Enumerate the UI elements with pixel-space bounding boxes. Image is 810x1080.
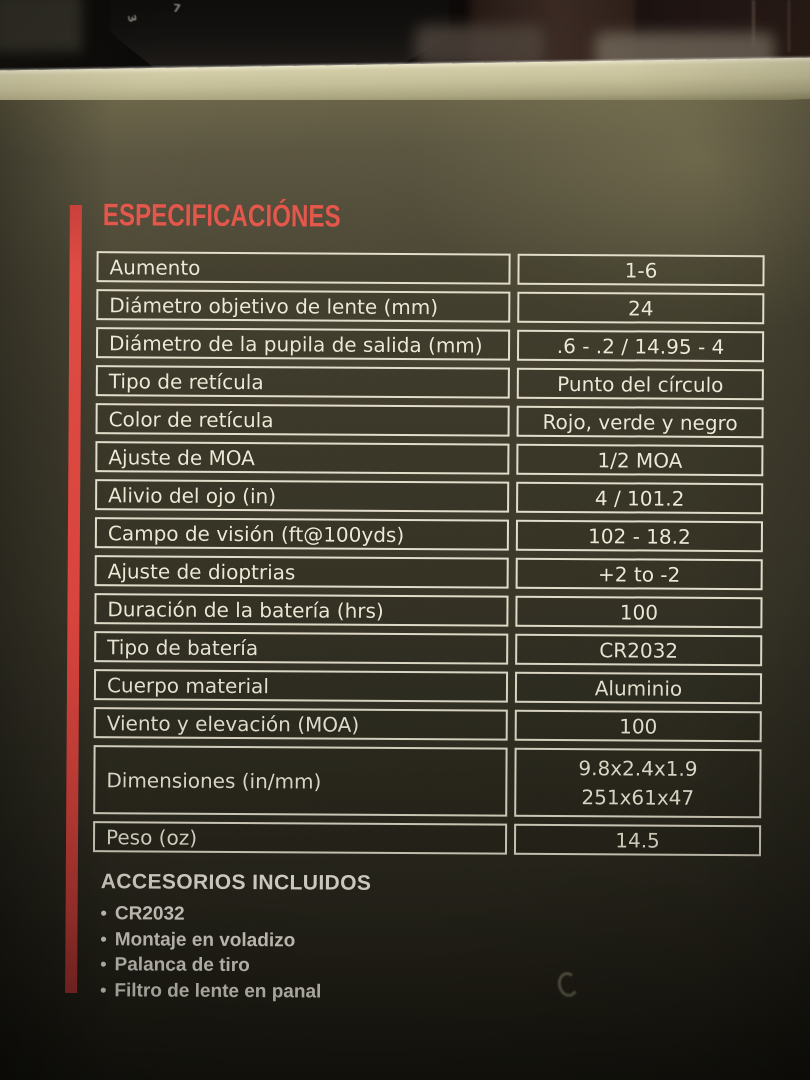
spec-value: Punto del círculo (516, 367, 764, 401)
table-row: Cuerpo material Aluminio (93, 669, 763, 705)
spec-label: Diámetro objetivo de lente (mm) (96, 289, 511, 323)
spec-value: 9.8x2.4x1.9 251x61x47 (514, 747, 762, 819)
accessory-item: • Palanca de tiro (100, 952, 371, 979)
spec-label: Peso (oz) (92, 821, 508, 855)
table-row: Ajuste de dioptrias +2 to -2 (94, 555, 763, 591)
red-accent-bar (65, 204, 82, 994)
table-row: Alivio del ojo (in) 4 / 101.2 (95, 479, 764, 515)
specifications-title: ESPECIFICACIÓNES (102, 197, 341, 234)
spec-label: Tipo de batería (94, 631, 509, 665)
table-row-dimensions: Dimensiones (in/mm) 9.8x2.4x1.9 251x61x4… (93, 745, 762, 819)
spec-label: Alivio del ojo (in) (95, 479, 510, 513)
spec-label: Tipo de retícula (95, 365, 510, 399)
bullet-icon: • (100, 903, 107, 924)
table-row: Viento y elevación (MOA) 100 (93, 707, 762, 743)
spec-value: Aluminio (514, 671, 763, 705)
spec-value: 102 - 18.2 (515, 519, 763, 553)
accessory-label: Palanca de tiro (114, 954, 250, 977)
spec-value: 100 (515, 595, 763, 629)
accessory-item: • Montaje en voladizo (100, 927, 371, 954)
spec-label: Color de retícula (95, 403, 510, 437)
dimensions-line-1: 9.8x2.4x1.9 (578, 756, 698, 781)
bullet-icon: • (100, 979, 107, 1000)
spec-label: Diámetro de la pupila de salida (mm) (95, 327, 511, 361)
spec-value: .6 - .2 / 14.95 - 4 (516, 329, 765, 363)
spec-value: 100 (514, 709, 762, 743)
accessories-section: ACCESORIOS INCLUIDOS • CR2032 • Montaje … (100, 870, 371, 1005)
spec-label: Duración de la batería (hrs) (94, 593, 509, 627)
spec-label: Campo de visión (ft@100yds) (94, 517, 510, 551)
spec-value: 14.5 (513, 823, 762, 857)
accessory-label: Filtro de lente en panal (114, 979, 322, 1003)
table-row: Campo de visión (ft@100yds) 102 - 18.2 (94, 517, 763, 553)
spec-label: Cuerpo material (93, 669, 509, 703)
bullet-icon: • (100, 928, 107, 949)
spec-label: Viento y elevación (MOA) (93, 707, 508, 741)
spec-label: Dimensiones (in/mm) (93, 745, 508, 817)
spec-value: 24 (517, 291, 765, 325)
accessory-label: CR2032 (114, 903, 185, 925)
spec-label: Aumento (96, 251, 511, 285)
table-row: Diámetro objetivo de lente (mm) 24 (96, 289, 765, 325)
table-row: Color de retícula Rojo, verde y negro (95, 403, 764, 439)
spec-value: 1/2 MOA (516, 443, 764, 477)
spec-value: Rojo, verde y negro (516, 405, 764, 439)
table-row: Duración de la batería (hrs) 100 (94, 593, 763, 629)
table-row: Tipo de retícula Punto del círculo (95, 365, 764, 401)
spec-label: Ajuste de dioptrias (94, 555, 509, 589)
spec-value: CR2032 (515, 633, 763, 667)
spec-label: Ajuste de MOA (95, 441, 510, 475)
accessories-header: ACCESORIOS INCLUIDOS (100, 870, 372, 895)
spec-value: +2 to -2 (515, 557, 763, 591)
table-row: Diámetro de la pupila de salida (mm) .6 … (95, 327, 765, 363)
table-row: Ajuste de MOA 1/2 MOA (95, 441, 764, 477)
table-row: Peso (oz) 14.5 (92, 821, 762, 857)
accessory-label: Montaje en voladizo (114, 928, 296, 951)
spec-table: Aumento 1-6 Diámetro objetivo de lente (… (92, 251, 765, 857)
bullet-icon: • (100, 954, 107, 975)
spec-value: 4 / 101.2 (516, 481, 764, 515)
dimensions-line-2: 251x61x47 (581, 785, 695, 810)
spec-value: 1-6 (517, 253, 765, 287)
accessory-item: • Filtro de lente en panal (100, 978, 371, 1005)
table-row: Aumento 1-6 (96, 251, 765, 287)
accessory-item: • CR2032 (101, 901, 372, 928)
table-row: Tipo de batería CR2032 (94, 631, 763, 667)
